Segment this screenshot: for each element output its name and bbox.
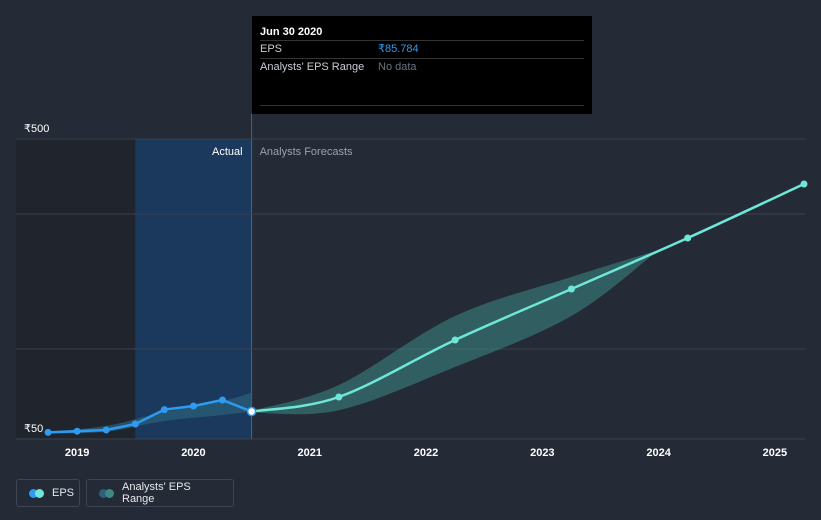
range-band-forecast (251, 250, 659, 415)
series-0-point-1 (73, 427, 81, 435)
series-line-0 (48, 398, 253, 434)
history-shade (16, 139, 136, 439)
tooltip-range-label: Analysts' EPS Range (260, 61, 365, 73)
y-tick-label-0: ₹500 (24, 123, 49, 135)
legend-range-dot-forecast (105, 488, 114, 498)
series-1-point-4 (684, 234, 692, 242)
x-tick-label-0: 2019 (65, 447, 89, 459)
tooltip-eps-value: ₹85.784 (378, 43, 419, 55)
tooltip-eps-label: EPS (260, 43, 283, 55)
legend-range-label: Analysts' EPS Range (122, 481, 191, 505)
x-tick-label-1: 2020 (181, 447, 205, 459)
legend-eps[interactable]: EPS (16, 479, 80, 507)
tooltip-eps-row: EPS ₹85.784 (260, 40, 584, 58)
tooltip-date: Jun 30 2020 (260, 26, 323, 38)
series-0-point-2 (102, 426, 110, 434)
legend-eps-dot-actual (29, 488, 38, 498)
tooltip: Jun 30 2020 EPS ₹85.784 Analysts' EPS Ra… (252, 16, 592, 114)
legend-range[interactable]: Analysts' EPS Range (86, 479, 234, 507)
legend-range-dot-actual (99, 488, 108, 498)
legend-eps-dot-forecast (35, 488, 44, 498)
tooltip-range-value: No data (378, 61, 417, 73)
legend-range-swatch (99, 488, 114, 498)
legend-eps-label: EPS (52, 487, 75, 499)
x-tick-label-6: 2025 (763, 447, 787, 459)
actual-period-shade (135, 139, 252, 439)
actual-section-label: Actual (212, 146, 243, 158)
x-tick-label-2: 2021 (297, 447, 321, 459)
tooltip-divider (260, 105, 584, 106)
series-1-point-3 (567, 285, 575, 293)
legend-eps-swatch (29, 488, 44, 498)
series-1-point-1 (335, 393, 343, 401)
series-0-point-7 (246, 406, 257, 417)
series-0-point-0 (44, 428, 52, 436)
series-0-point-3 (131, 420, 139, 428)
range-band-actual (48, 392, 252, 434)
series-0-point-6 (219, 396, 227, 404)
x-tick-label-3: 2022 (414, 447, 438, 459)
series-1-point-2 (451, 336, 459, 344)
series-0-point-5 (189, 402, 197, 410)
forecast-section-label: Analysts Forecasts (260, 146, 353, 158)
series-0-point-4 (160, 406, 168, 414)
x-tick-label-5: 2024 (646, 447, 671, 459)
x-tick-label-4: 2023 (530, 447, 554, 459)
y-tick-label-1: ₹50 (24, 423, 43, 435)
tooltip-range-row: Analysts' EPS Range No data (260, 58, 584, 76)
series-1-point-5 (800, 180, 808, 188)
